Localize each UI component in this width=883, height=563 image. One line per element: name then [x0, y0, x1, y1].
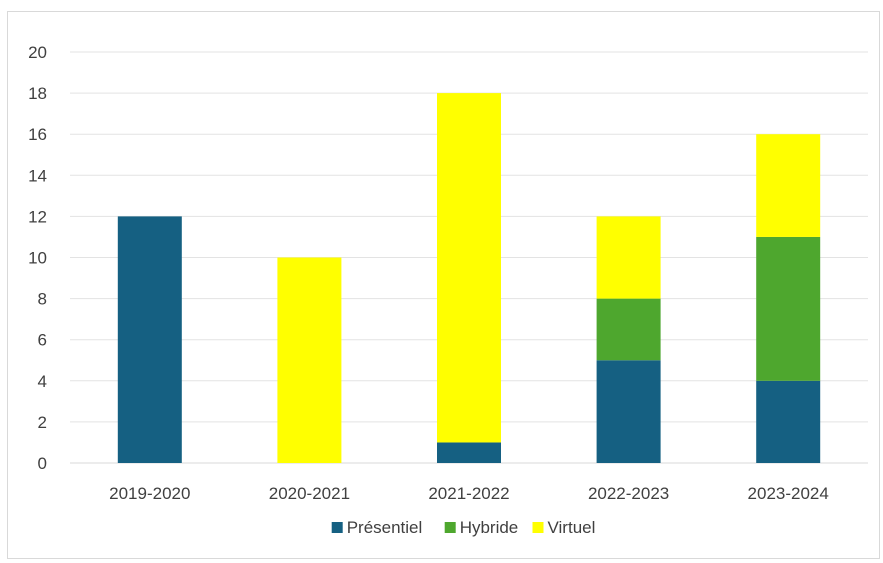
legend-label: Hybride: [460, 518, 519, 537]
legend-swatch-virtuel: [532, 522, 544, 533]
bar-pr-sentiel-2021-2022: [437, 442, 501, 463]
bar-hybride-2023-2024: [756, 236, 821, 381]
bar-virtuel-2020-2021: [277, 257, 342, 463]
bar-virtuel-2022-2023: [596, 216, 661, 299]
bar-virtuel-2021-2022: [437, 93, 501, 443]
bar-pr-sentiel-2023-2024: [756, 380, 821, 463]
bar-hybride-2022-2023: [596, 298, 661, 361]
y-tick-label: 6: [38, 331, 47, 350]
y-tick-label: 10: [28, 249, 47, 268]
y-tick-label: 16: [28, 125, 47, 144]
y-tick-label: 4: [38, 372, 47, 391]
x-tick-label: 2022-2023: [588, 484, 669, 503]
legend-swatch-hybride: [444, 522, 456, 533]
y-tick-label: 8: [38, 290, 47, 309]
x-tick-label: 2020-2021: [269, 484, 350, 503]
legend-label: Virtuel: [548, 518, 596, 537]
y-axis-tick-labels: 0 2 4 6 8 10 12 14 16 18 20: [28, 43, 47, 473]
bars: [117, 93, 821, 463]
y-tick-label: 0: [38, 454, 47, 473]
legend: Présentiel Hybride Virtuel: [331, 518, 596, 537]
y-tick-label: 12: [28, 207, 47, 226]
bar-virtuel-2023-2024: [756, 134, 821, 237]
y-tick-label: 2: [38, 413, 47, 432]
legend-swatch-pr-sentiel: [331, 522, 343, 533]
x-axis-tick-labels: 2019-2020 2020-2021 2021-2022 2022-2023 2023…: [109, 484, 829, 503]
y-tick-label: 18: [28, 84, 47, 103]
x-tick-label: 2019-2020: [109, 484, 190, 503]
x-tick-label: 2021-2022: [428, 484, 509, 503]
y-tick-label: 20: [28, 43, 47, 62]
bar-pr-sentiel-2022-2023: [596, 360, 661, 463]
x-tick-label: 2023-2024: [748, 484, 829, 503]
legend-label: Présentiel: [347, 518, 423, 537]
y-tick-label: 14: [28, 166, 47, 185]
bar-pr-sentiel-2019-2020: [117, 216, 182, 463]
